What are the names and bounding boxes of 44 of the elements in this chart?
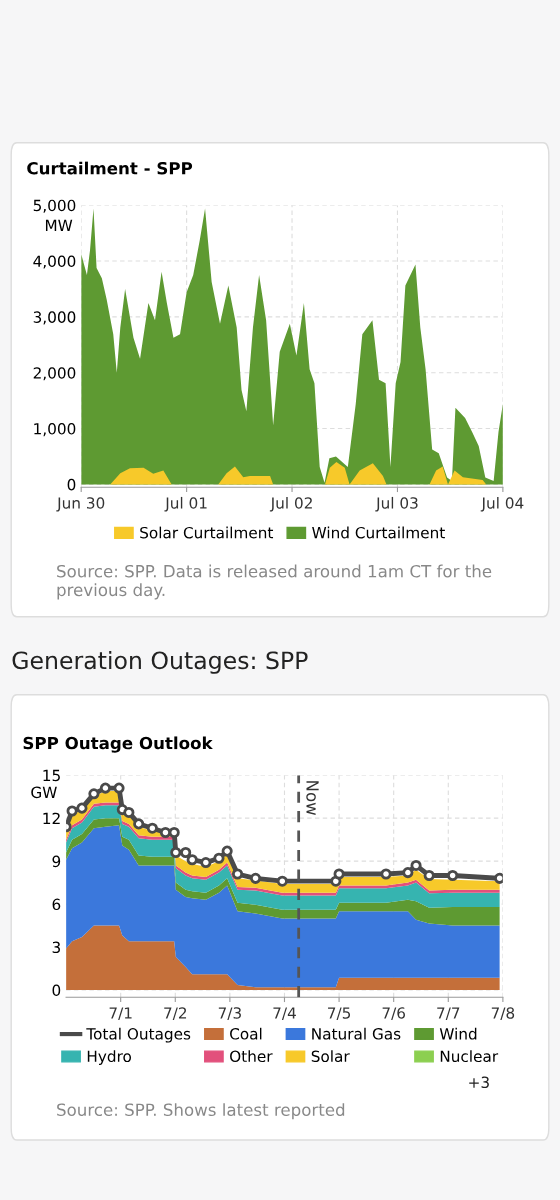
x-tick-label: 7/6 [382,1007,406,1020]
legend-label: Hydro [87,1050,132,1066]
x-tick-label: 7/5 [328,1007,351,1020]
legend-label: Total Outages [86,1027,191,1043]
x-tick-label: 7/7 [437,1007,460,1020]
source-note: Source: SPP. Data is released around 1am CT for the previous day. [57,564,492,600]
legend-label: Natural Gas [312,1027,401,1040]
x-tick-label: Jul 03 [375,496,418,512]
y-tick-label: 12 [43,812,60,824]
y-tick-label: 2,000 [33,367,76,381]
y-tick-label: 4,000 [33,255,76,269]
y-tick-label: 5,000 [33,199,76,213]
legend-label: Other [230,1050,273,1063]
legend-label: Wind Curtailment [312,526,445,539]
legend-label: Solar [311,1050,350,1063]
y-tick-label: 3 [52,941,60,954]
x-tick-label: 7/1 [109,1007,132,1020]
y-tick-label: 0 [67,478,76,491]
legend-label: Solar Curtailment [140,526,274,539]
y-tick-label: 9 [52,855,61,868]
x-tick-label: 7/3 [218,1007,241,1020]
x-tick-label: Jun 30 [56,497,105,512]
y-tick-label: 15 [43,769,60,782]
y-tick-label: 0 [52,984,61,997]
x-tick-label: 7/2 [164,1007,187,1020]
y-tick-label: 1,000 [34,423,76,437]
x-tick-label: Jul 02 [269,496,312,512]
ref-line-label: Now [306,781,319,816]
legend-label: Nuclear [440,1050,499,1063]
y-axis-title: MW [45,219,73,231]
text: Generation Outages: SPP [12,650,308,674]
source-note: Source: SPP. Shows latest reported [57,1103,345,1120]
y-tick-label: 3,000 [33,311,76,325]
x-tick-label: Jul 04 [480,496,524,512]
chart-title: SPP Outage Outlook [23,736,213,753]
x-tick-label: Jul 01 [164,496,207,512]
y-axis-title: GW [31,786,57,799]
legend-label: Coal [230,1027,262,1040]
x-tick-label: 7/4 [273,1007,296,1020]
y-tick-label: 6 [52,898,61,911]
chart-title: Curtailment - SPP [27,161,193,175]
legend-label: Wind [439,1027,477,1040]
text: +3 [469,1076,489,1089]
x-tick-label: 7/8 [491,1007,515,1020]
